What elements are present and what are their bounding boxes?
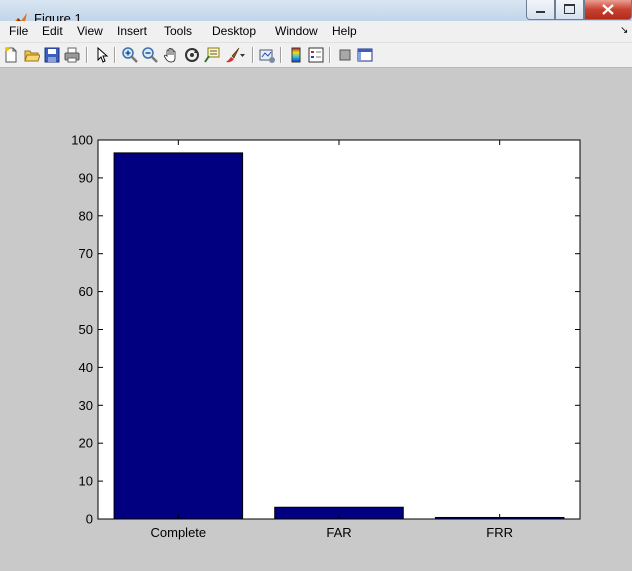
new-figure-icon[interactable] xyxy=(2,46,19,63)
pointer-icon[interactable] xyxy=(93,46,110,63)
figure-canvas: Complete FAR FRR 0 10 20 30 40 50 60 70 80 90 100 xyxy=(0,68,632,571)
show-plot-tools-icon[interactable] xyxy=(356,46,373,63)
menu-window[interactable]: Window xyxy=(275,24,318,38)
open-file-icon[interactable] xyxy=(23,46,40,63)
y-tick-label: 60 xyxy=(79,284,93,299)
figure-toolbar xyxy=(0,43,632,68)
menu-insert[interactable]: Insert xyxy=(117,24,148,38)
y-tick-label: 30 xyxy=(79,398,93,413)
minimize-icon xyxy=(536,11,545,13)
menu-tools[interactable]: Tools xyxy=(164,24,193,38)
x-tick-label: Complete xyxy=(151,525,207,540)
maximize-button[interactable] xyxy=(555,0,584,20)
menu-help[interactable]: Help xyxy=(332,24,357,38)
y-tick-label: 10 xyxy=(79,474,93,489)
print-icon[interactable] xyxy=(63,46,80,63)
brush-icon[interactable] xyxy=(224,46,241,63)
data-cursor-icon[interactable] xyxy=(203,46,220,63)
menu-view[interactable]: View xyxy=(77,24,103,38)
hide-plot-tools-icon[interactable] xyxy=(336,46,353,63)
zoom-out-icon[interactable] xyxy=(141,46,158,63)
y-tick-label: 50 xyxy=(79,322,93,337)
bar-complete[interactable] xyxy=(113,152,244,520)
axes-frame xyxy=(97,139,581,520)
menu-desktop[interactable]: Desktop xyxy=(212,24,257,38)
pan-hand-icon[interactable] xyxy=(162,46,179,63)
close-button[interactable] xyxy=(584,0,632,20)
zoom-in-icon[interactable] xyxy=(121,46,138,63)
x-tick-label: FRR xyxy=(486,525,513,540)
y-tick-label: 70 xyxy=(79,246,93,261)
bar-chart: Complete FAR FRR 0 10 20 30 40 50 60 70 80 90 100 xyxy=(71,133,581,540)
y-tick-label: 40 xyxy=(79,360,93,375)
menu-file[interactable]: File xyxy=(9,24,29,38)
menu-dock-arrow-icon[interactable]: ↘ xyxy=(620,25,629,36)
legend-icon[interactable] xyxy=(307,46,324,63)
menu-bar: File Edit View Insert Tools Desktop Wind… xyxy=(0,21,632,43)
colorbar-icon[interactable] xyxy=(287,46,304,63)
y-tick-label: 80 xyxy=(79,208,93,223)
y-tick-label: 90 xyxy=(79,170,93,185)
y-tick-label: 100 xyxy=(71,133,93,148)
dropdown-arrow-icon[interactable] xyxy=(238,46,247,63)
maximize-icon xyxy=(564,4,575,14)
save-icon[interactable] xyxy=(43,46,60,63)
menu-edit[interactable]: Edit xyxy=(42,24,63,38)
link-plot-icon[interactable] xyxy=(258,46,275,63)
close-icon xyxy=(602,4,614,15)
rotate-3d-icon[interactable] xyxy=(183,46,200,63)
y-tick-label: 20 xyxy=(79,436,93,451)
y-tick-label: 0 xyxy=(86,512,93,527)
minimize-button[interactable] xyxy=(526,0,555,20)
x-tick-label: FAR xyxy=(326,525,351,540)
